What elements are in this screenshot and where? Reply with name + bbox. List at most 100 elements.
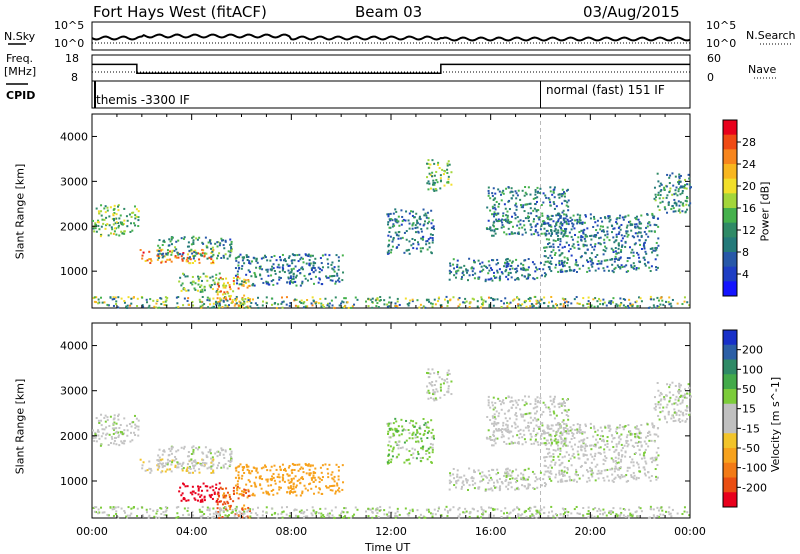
velocity-point (304, 487, 307, 490)
power-point (685, 200, 688, 203)
power-point (559, 237, 562, 240)
power-point (255, 275, 258, 278)
power-point (200, 279, 203, 282)
power-point (493, 211, 496, 214)
velocity-point (626, 439, 629, 442)
velocity-point (226, 509, 229, 512)
velocity-point (567, 408, 570, 411)
velocity-point (115, 512, 118, 515)
power-point (99, 235, 102, 238)
power-point (233, 304, 236, 307)
power-point (209, 242, 212, 245)
power-point (624, 240, 627, 243)
velocity-point (635, 478, 638, 481)
velocity-point (550, 505, 553, 508)
power-point (602, 253, 605, 256)
velocity-point (468, 515, 471, 518)
power-point (222, 284, 225, 287)
power-point (527, 258, 530, 261)
power-point (582, 229, 585, 232)
power-point (388, 231, 391, 234)
power-point (230, 246, 233, 249)
velocity-point (645, 442, 648, 445)
power-point (503, 265, 506, 268)
power-point (591, 261, 594, 264)
power-point (589, 234, 592, 237)
power-point (296, 254, 299, 257)
velocity-point (200, 494, 203, 497)
power-point (123, 232, 126, 235)
power-point (562, 235, 565, 238)
power-point (524, 191, 527, 194)
power-point (174, 256, 177, 259)
power-point (602, 267, 605, 270)
power-point (171, 251, 174, 254)
velocity-point (194, 469, 197, 472)
power-point (553, 196, 556, 199)
power-point (113, 204, 116, 207)
power-point (334, 280, 337, 283)
velocity-point (567, 398, 570, 401)
power-point (509, 191, 512, 194)
power-point (608, 215, 611, 218)
velocity-point (324, 463, 327, 466)
power-point (533, 207, 536, 210)
power-point (534, 295, 537, 298)
power-point (612, 227, 615, 230)
velocity-point (517, 441, 520, 444)
velocity-point (395, 443, 398, 446)
power-point (199, 289, 202, 292)
velocity-point (499, 429, 502, 432)
velocity-point (226, 500, 229, 503)
power-point (223, 284, 226, 287)
power-point (676, 302, 679, 305)
velocity-point (677, 419, 680, 422)
velocity-point (560, 430, 563, 433)
velocity-point (204, 485, 207, 488)
power-point (597, 260, 600, 263)
velocity-point (408, 422, 411, 425)
velocity-point (562, 400, 565, 403)
power-point (568, 266, 571, 269)
power-point (631, 305, 634, 308)
velocity-point (290, 490, 293, 493)
power-point (600, 262, 603, 265)
power-point (159, 297, 162, 300)
freq-label-line2: [MHz] (4, 65, 37, 78)
velocity-point (497, 415, 500, 418)
velocity-point (243, 510, 246, 513)
velocity-point (325, 485, 328, 488)
power-point (204, 236, 207, 239)
velocity-point (194, 459, 197, 462)
velocity-point (513, 421, 516, 424)
velocity-point (389, 445, 392, 448)
power-point (613, 241, 616, 244)
power-point (567, 250, 570, 253)
velocity-point (235, 505, 238, 508)
power-point (104, 211, 107, 214)
velocity-point (295, 508, 298, 511)
velocity-point (671, 381, 674, 384)
power-point (162, 255, 165, 258)
power-point (584, 233, 587, 236)
power-point (170, 238, 173, 241)
velocity-point (229, 463, 232, 466)
power-point (539, 187, 542, 190)
power-point (281, 306, 284, 309)
velocity-point (471, 479, 474, 482)
velocity-point (589, 426, 592, 429)
power-point (347, 306, 350, 309)
power-point (507, 278, 510, 281)
velocity-point (506, 420, 509, 423)
power-point (191, 283, 194, 286)
power-point (419, 303, 422, 306)
power-point (619, 267, 622, 270)
velocity-point (516, 434, 519, 437)
power-point (427, 162, 430, 165)
velocity-point (514, 426, 517, 429)
velocity-point (333, 517, 336, 520)
power-point (493, 225, 496, 228)
power-point (306, 305, 309, 308)
velocity-point (337, 466, 340, 469)
velocity-point (606, 440, 609, 443)
